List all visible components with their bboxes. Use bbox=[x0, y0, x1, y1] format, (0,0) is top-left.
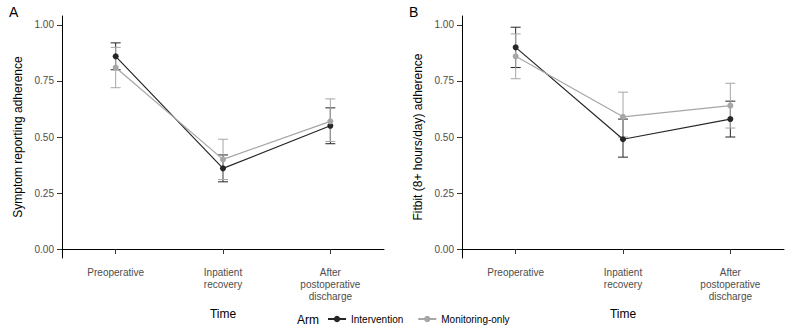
svg-text:After: After bbox=[720, 267, 742, 278]
svg-text:recovery: recovery bbox=[604, 279, 642, 290]
svg-text:discharge: discharge bbox=[309, 291, 353, 302]
svg-text:0.75: 0.75 bbox=[435, 75, 455, 86]
svg-text:0.50: 0.50 bbox=[35, 132, 55, 143]
svg-text:A: A bbox=[9, 4, 19, 20]
svg-text:0.50: 0.50 bbox=[435, 132, 455, 143]
svg-text:Arm: Arm bbox=[297, 313, 319, 327]
svg-text:postoperative: postoperative bbox=[300, 279, 360, 290]
svg-text:Inpatient: Inpatient bbox=[604, 267, 643, 278]
svg-text:1.00: 1.00 bbox=[435, 19, 455, 30]
svg-text:0.75: 0.75 bbox=[35, 75, 55, 86]
svg-text:recovery: recovery bbox=[204, 279, 242, 290]
svg-text:Inpatient: Inpatient bbox=[204, 267, 243, 278]
svg-text:Preoperative: Preoperative bbox=[87, 267, 144, 278]
svg-text:0.25: 0.25 bbox=[435, 188, 455, 199]
svg-text:Fitbit (8+ hours/day) adherenc: Fitbit (8+ hours/day) adherence bbox=[411, 53, 425, 220]
svg-text:Monitoring-only: Monitoring-only bbox=[441, 314, 509, 325]
svg-text:0.00: 0.00 bbox=[35, 244, 55, 255]
svg-text:1.00: 1.00 bbox=[35, 19, 55, 30]
svg-text:Symptom reporting adherence: Symptom reporting adherence bbox=[11, 56, 25, 218]
svg-text:B: B bbox=[409, 4, 418, 20]
svg-text:discharge: discharge bbox=[709, 291, 753, 302]
svg-text:0.00: 0.00 bbox=[435, 244, 455, 255]
svg-text:Time: Time bbox=[610, 307, 637, 321]
svg-text:Preoperative: Preoperative bbox=[487, 267, 544, 278]
svg-text:postoperative: postoperative bbox=[700, 279, 760, 290]
svg-text:After: After bbox=[320, 267, 342, 278]
svg-text:Time: Time bbox=[210, 307, 237, 321]
svg-text:Intervention: Intervention bbox=[351, 314, 403, 325]
svg-text:0.25: 0.25 bbox=[35, 188, 55, 199]
